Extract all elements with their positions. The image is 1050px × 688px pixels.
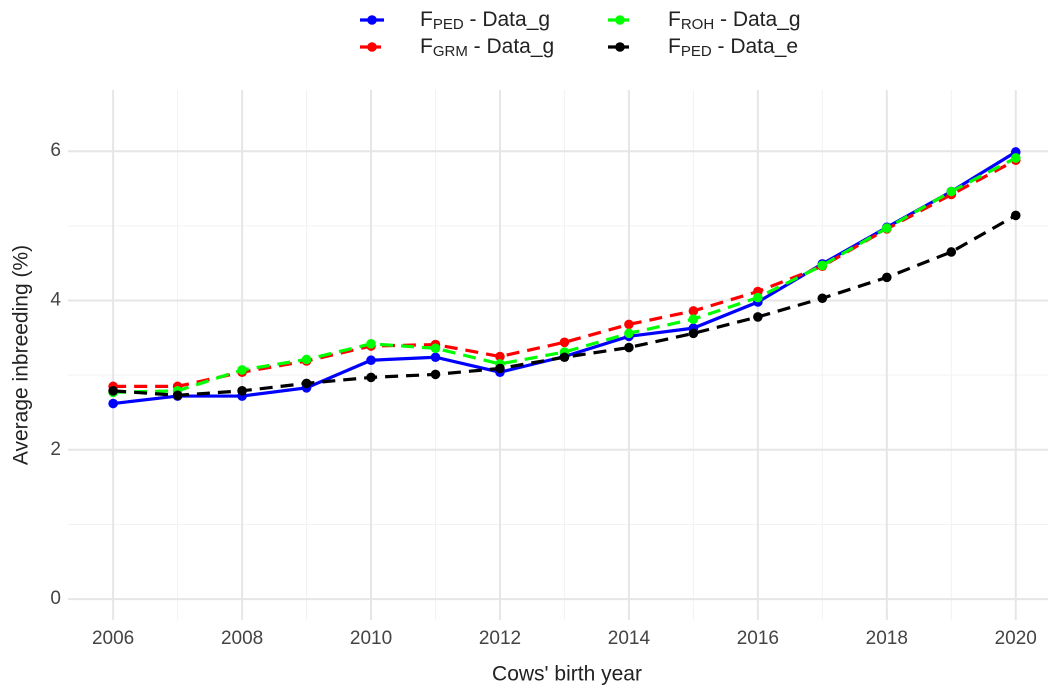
data-point — [559, 352, 570, 363]
data-point — [366, 355, 376, 366]
legend-item: FROH - Data_g — [608, 8, 801, 33]
legend-label-part: F — [420, 35, 433, 58]
data-point — [559, 337, 570, 348]
legend-label-part: - Data_g — [714, 8, 800, 31]
data-point — [946, 247, 957, 257]
legend-label-subscript: PED — [433, 16, 464, 33]
data-point — [301, 354, 312, 365]
legend-item: FPED - Data_g — [360, 8, 550, 33]
series-line — [113, 156, 1017, 394]
x-tick-label: 2010 — [350, 628, 392, 649]
data-point — [882, 272, 892, 283]
data-point — [753, 292, 763, 303]
legend-item: FGRM - Data_g — [360, 35, 554, 60]
legend-label: FGRM - Data_g — [420, 35, 554, 60]
x-tick-label: 2020 — [995, 628, 1037, 649]
data-point — [430, 352, 441, 363]
data-point — [946, 186, 957, 197]
data-point — [495, 363, 505, 374]
legend-label-subscript: ROH — [681, 16, 714, 33]
y-axis-title: Average inbreeding (%) — [10, 245, 33, 465]
x-tick-label: 2014 — [608, 628, 651, 649]
data-point — [753, 312, 763, 322]
legend-label: FPED - Data_e — [668, 35, 798, 60]
data-point — [817, 260, 828, 271]
data-point — [1010, 153, 1021, 163]
y-tick-label: 0 — [50, 588, 61, 609]
data-point — [1010, 210, 1021, 221]
data-point — [237, 365, 247, 375]
x-axis-title: Cows' birth year — [492, 663, 642, 686]
legend-label-part: F — [668, 35, 681, 58]
data-point — [688, 314, 699, 324]
legend-marker — [367, 15, 377, 25]
data-point — [624, 319, 634, 330]
data-point — [108, 386, 118, 396]
legend-marker — [615, 42, 625, 52]
data-point — [624, 328, 634, 339]
data-point — [237, 386, 247, 396]
y-tick-label: 6 — [50, 140, 61, 161]
legend-item: FPED - Data_e — [608, 35, 798, 60]
data-point — [817, 293, 828, 304]
legend-label-part: F — [668, 8, 681, 31]
legend-label-part: - Data_g — [468, 35, 554, 58]
x-tick-label: 2016 — [737, 628, 779, 649]
y-tick-label: 4 — [50, 290, 61, 311]
data-point — [430, 369, 441, 380]
data-point — [366, 339, 376, 349]
legend-label: FPED - Data_g — [420, 8, 550, 33]
legend-label: FROH - Data_g — [668, 8, 801, 33]
data-point — [301, 378, 312, 389]
legend-marker — [367, 42, 377, 52]
data-point — [430, 343, 441, 354]
data-point — [624, 342, 634, 353]
x-tick-label: 2006 — [92, 628, 134, 649]
data-point — [688, 328, 699, 339]
x-tick-label: 2008 — [221, 628, 263, 649]
data-point — [108, 398, 118, 409]
legend-label-part: F — [420, 8, 433, 31]
x-tick-label: 2012 — [479, 628, 521, 649]
x-tick-label: 2018 — [866, 628, 908, 649]
data-point — [688, 306, 699, 316]
legend-label-part: - Data_g — [464, 8, 550, 31]
data-point — [495, 351, 505, 362]
y-tick-label: 2 — [50, 439, 61, 460]
data-point — [366, 372, 376, 383]
legend-label-subscript: GRM — [433, 43, 468, 60]
legend-label-part: - Data_e — [712, 35, 798, 58]
data-point — [172, 390, 183, 401]
data-point — [882, 223, 892, 233]
legend-marker — [615, 15, 625, 25]
legend-label-subscript: PED — [681, 43, 712, 60]
